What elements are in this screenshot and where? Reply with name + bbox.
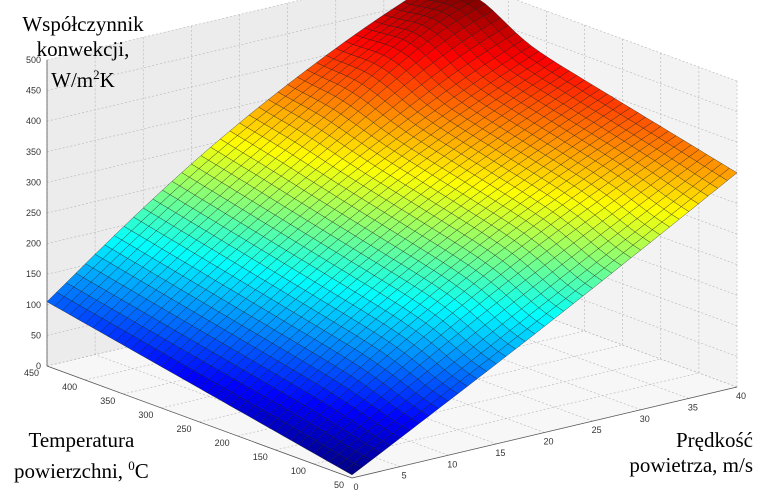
surface-mesh (46, 0, 738, 476)
z-axis-label: Współczynnik konwekcji, W/m2K (8, 12, 158, 93)
x-tick-label: 20 (543, 437, 553, 447)
y-axis-label: Temperatura powierzchni, 0C (14, 428, 149, 484)
z-tick-label: 300 (26, 177, 41, 187)
y-tick-label: 450 (24, 368, 39, 378)
y-tick-label: 300 (138, 410, 153, 420)
x-axis-line (351, 386, 738, 479)
z-axis-label-line1: Współczynnik (22, 12, 144, 36)
y-tick-labels: 50 100 150 200 250 300 350 400 450 (24, 368, 344, 490)
x-tick-label: 40 (736, 391, 746, 401)
y-tick-label: 200 (215, 438, 230, 448)
z-tick-label: 100 (26, 300, 41, 310)
z-axis-label-line3: W/m2K (51, 67, 115, 92)
z-tick-label: 200 (26, 239, 41, 249)
surface-cell (719, 167, 738, 181)
surface-cell (435, 0, 449, 4)
x-tick-label: 25 (592, 425, 602, 435)
z-tick-label: 250 (26, 208, 41, 218)
y-tick-label: 50 (334, 480, 344, 490)
y-axis-label-line1: Temperatura (28, 428, 135, 452)
y-tick-label: 100 (291, 466, 306, 476)
x-tick-labels: 0 5 10 15 20 25 30 35 40 (353, 391, 746, 490)
y-tick-label: 400 (62, 382, 77, 392)
z-tick-label: 350 (26, 147, 41, 157)
x-tick-label: 0 (353, 482, 358, 490)
x-tick-label: 35 (688, 402, 698, 412)
x-axis-label-line2: powietrza, m/s (629, 453, 753, 477)
y-tick-label: 250 (176, 424, 191, 434)
x-axis-label-line1: Prędkość (676, 428, 753, 452)
axis-lines (46, 60, 738, 479)
y-axis-label-line2: powierzchni, 0C (14, 458, 149, 483)
z-tick-label: 450 (26, 86, 41, 96)
z-tick-label: 50 (31, 330, 41, 340)
x-tick-label: 5 (402, 471, 407, 481)
x-tick-label: 30 (640, 414, 650, 424)
surface-cell (427, 0, 439, 2)
z-tick-labels: 0 50 100 150 200 250 300 350 400 450 500 (26, 55, 41, 371)
z-axis-label-line2: konwekcji, (36, 37, 130, 61)
z-tick-label: 400 (26, 116, 41, 126)
grid-line-z-back (46, 0, 432, 91)
y-tick-label: 150 (253, 452, 268, 462)
y-tick-label: 350 (100, 396, 115, 406)
x-tick-label: 15 (495, 448, 505, 458)
y-axis-line (46, 365, 353, 479)
x-axis-label: Prędkość powietrza, m/s (629, 428, 753, 478)
z-tick-label: 500 (26, 55, 41, 65)
z-tick-label: 150 (26, 269, 41, 279)
z-tick-label: 0 (36, 361, 41, 371)
x-tick-label: 10 (447, 459, 457, 469)
